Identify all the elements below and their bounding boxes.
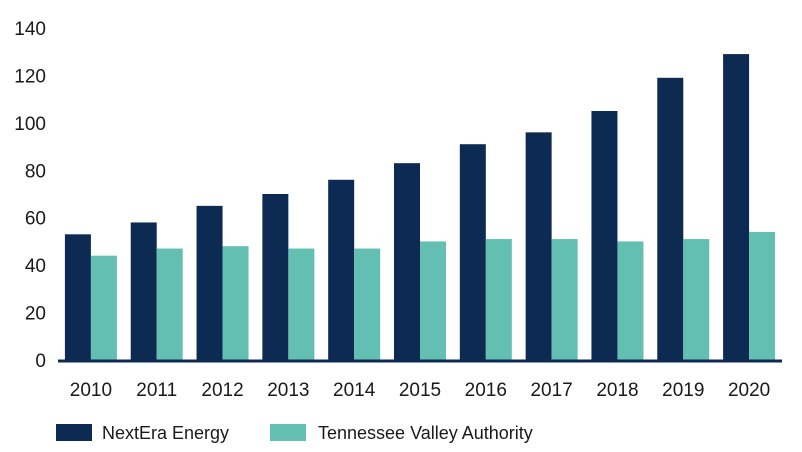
- bar: [90, 255, 117, 360]
- y-tick-label: 120: [14, 66, 46, 87]
- bar: [657, 77, 684, 361]
- x-tick-label: 2013: [267, 380, 309, 401]
- y-tick-label: 60: [25, 209, 46, 230]
- x-tick-label: 2011: [136, 380, 177, 401]
- bar: [262, 194, 289, 360]
- bar: [288, 248, 315, 360]
- bar: [525, 132, 552, 360]
- bar: [328, 179, 355, 360]
- x-tick-label: 2020: [728, 380, 770, 401]
- legend-label-tva: Tennessee Valley Authority: [318, 423, 533, 443]
- x-axis: 2010 2011 2012 2013 2014 2015 2016 2017 2018 2019…: [70, 380, 770, 401]
- y-tick-label: 20: [25, 304, 46, 325]
- legend-swatch-nextera: [56, 424, 92, 441]
- bar: [156, 248, 183, 360]
- bar: [723, 54, 750, 360]
- x-tick-label: 2016: [465, 380, 507, 401]
- legend-item-nextera: NextEra Energy: [56, 423, 229, 443]
- bar: [394, 163, 420, 360]
- bar: [130, 222, 157, 360]
- y-tick-label: 140: [14, 19, 46, 40]
- y-tick-label: 80: [25, 161, 46, 182]
- bar: [196, 205, 223, 360]
- x-tick-label: 2012: [201, 380, 243, 401]
- bar: [64, 234, 91, 360]
- x-tick-label: 2014: [333, 380, 376, 401]
- bar: [485, 239, 512, 360]
- y-tick-label: 100: [14, 114, 46, 135]
- bar: [749, 231, 776, 360]
- bar: [683, 239, 710, 360]
- bar: [354, 248, 381, 360]
- legend-label-nextera: NextEra Energy: [102, 423, 229, 443]
- legend-swatch-tva: [270, 424, 306, 441]
- y-axis: 0 20 40 60 80 100 120 140: [14, 19, 46, 372]
- bar: [222, 246, 249, 360]
- x-tick-label: 2017: [530, 380, 572, 401]
- bar: [551, 239, 578, 360]
- legend-item-tva: Tennessee Valley Authority: [270, 423, 533, 443]
- bar: [591, 111, 618, 360]
- bar: [420, 241, 446, 360]
- x-tick-label: 2018: [596, 380, 638, 401]
- y-tick-label: 0: [35, 351, 46, 372]
- y-tick-label: 40: [25, 256, 46, 277]
- x-tick-label: 2015: [399, 380, 441, 401]
- bar: [459, 144, 486, 360]
- x-tick-label: 2019: [662, 380, 704, 401]
- bar: [617, 241, 644, 360]
- x-tick-label: 2010: [70, 380, 112, 401]
- bars: [64, 54, 776, 361]
- legend: NextEra Energy Tennessee Valley Authorit…: [56, 423, 533, 443]
